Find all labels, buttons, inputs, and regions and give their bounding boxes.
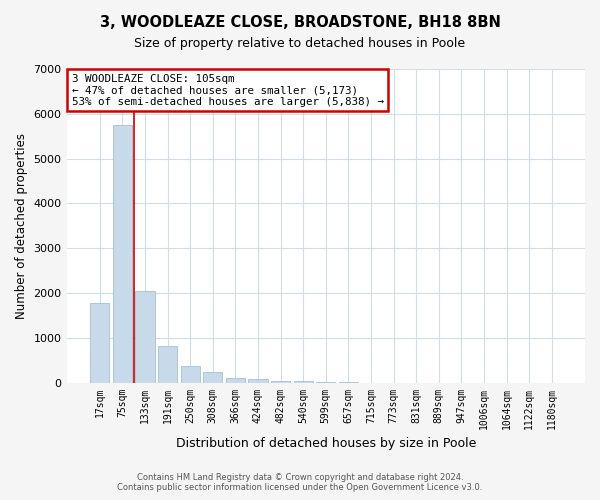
Text: Contains HM Land Registry data © Crown copyright and database right 2024.
Contai: Contains HM Land Registry data © Crown c…	[118, 473, 482, 492]
Bar	[181, 366, 200, 382]
Bar	[248, 379, 268, 382]
Bar	[271, 380, 290, 382]
Bar	[136, 291, 155, 382]
Text: Size of property relative to detached houses in Poole: Size of property relative to detached ho…	[134, 38, 466, 51]
Text: 3, WOODLEAZE CLOSE, BROADSTONE, BH18 8BN: 3, WOODLEAZE CLOSE, BROADSTONE, BH18 8BN	[100, 15, 500, 30]
X-axis label: Distribution of detached houses by size in Poole: Distribution of detached houses by size …	[176, 437, 476, 450]
Bar	[113, 125, 132, 382]
Text: 3 WOODLEAZE CLOSE: 105sqm
← 47% of detached houses are smaller (5,173)
53% of se: 3 WOODLEAZE CLOSE: 105sqm ← 47% of detac…	[72, 74, 384, 107]
Bar	[90, 303, 109, 382]
Y-axis label: Number of detached properties: Number of detached properties	[15, 133, 28, 319]
Bar	[226, 378, 245, 382]
Bar	[203, 372, 223, 382]
Bar	[158, 346, 177, 382]
